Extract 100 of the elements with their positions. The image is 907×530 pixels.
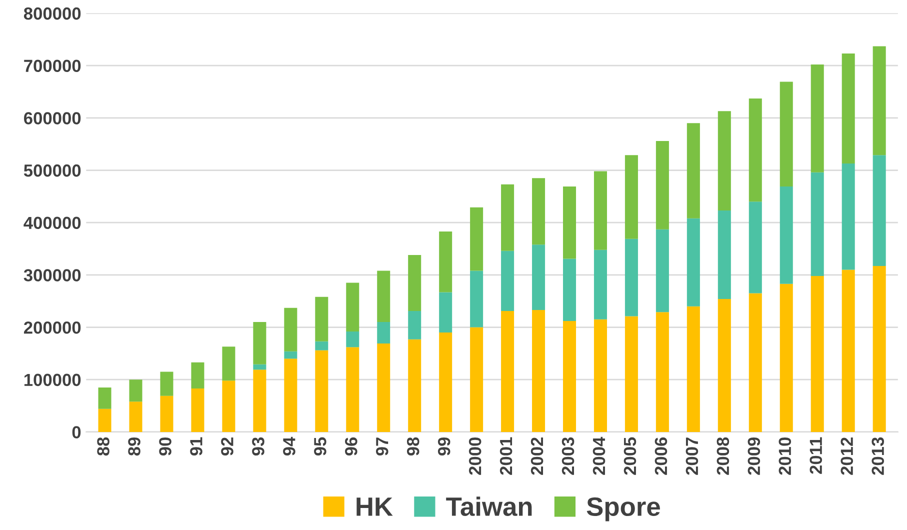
bar (780, 284, 793, 432)
bar (408, 311, 422, 340)
bar (780, 186, 793, 284)
bar (408, 339, 422, 432)
bar (439, 332, 452, 432)
y-tick-label: 700000 (24, 60, 81, 72)
bar (532, 244, 546, 310)
y-tick-label: 800000 (24, 7, 81, 20)
y-tick-label: 0 (72, 426, 81, 438)
bar (377, 322, 390, 344)
x-tick-label: 2008 (716, 437, 730, 475)
bar (98, 387, 112, 409)
bar (222, 346, 236, 381)
bar (780, 82, 793, 186)
bar (594, 171, 607, 250)
x-tick-label: 91 (190, 437, 202, 456)
x-tick-label: 2007 (686, 438, 698, 475)
y-tick-label: 300000 (24, 269, 81, 282)
y-tick-label: 600000 (24, 112, 81, 124)
bar (532, 310, 546, 432)
bar (253, 364, 266, 370)
bar (346, 331, 360, 348)
bar (98, 408, 112, 432)
bar (284, 358, 298, 432)
bar (501, 250, 514, 312)
y-tick-label: 500000 (24, 164, 81, 177)
bar (377, 270, 390, 322)
bar (284, 351, 298, 359)
bar (470, 270, 484, 328)
x-tick-label: 2000 (468, 438, 482, 475)
bar (253, 322, 266, 364)
x-tick-label: 94 (283, 436, 296, 456)
bar (470, 327, 484, 432)
bar (656, 312, 669, 432)
bar (222, 380, 236, 432)
bar (656, 140, 669, 230)
bar (160, 396, 174, 432)
bar (842, 270, 855, 432)
bar (748, 202, 762, 294)
x-tick-label: 96 (344, 437, 358, 456)
y-tick-label: 200000 (24, 321, 81, 334)
bar (315, 296, 328, 342)
bar (810, 276, 824, 432)
bar (315, 341, 328, 350)
bar (563, 320, 576, 432)
y-tick-label: 100000 (24, 374, 81, 386)
bar (253, 370, 266, 432)
x-tick-label: 92 (221, 438, 234, 456)
x-tick-label: 88 (97, 437, 110, 456)
bar (563, 258, 576, 321)
x-tick-label: 2011 (810, 437, 822, 474)
bar (718, 299, 731, 432)
bar (686, 306, 700, 432)
x-tick-label: 97 (376, 438, 388, 456)
bar (129, 380, 142, 402)
bar (624, 155, 638, 239)
x-tick-label: 2013 (872, 437, 884, 475)
x-tick-label: 2005 (624, 437, 636, 475)
bar (470, 207, 484, 271)
bar (748, 293, 762, 432)
bar (842, 54, 855, 164)
x-tick-label: 99 (438, 437, 450, 456)
x-tick-label: 2001 (500, 437, 512, 475)
bar (315, 350, 328, 432)
bar (408, 255, 422, 312)
bar (129, 402, 142, 432)
bar (872, 46, 886, 156)
bar (160, 372, 174, 396)
x-tick-label: 98 (406, 437, 420, 456)
x-tick-label: 2009 (748, 437, 760, 475)
x-tick-label: 90 (159, 438, 172, 456)
x-tick-label: 2012 (840, 438, 854, 475)
legend-label: Spore (586, 497, 660, 522)
bar (501, 311, 514, 432)
bar (191, 388, 204, 432)
bar (501, 184, 514, 251)
bar (872, 266, 886, 432)
x-tick-label: 2002 (530, 438, 544, 475)
x-tick-label: 2004 (592, 436, 606, 475)
x-tick-label: 2003 (562, 437, 574, 475)
bar (563, 186, 576, 259)
bar (872, 155, 886, 266)
bar (346, 282, 360, 332)
bar (532, 178, 546, 245)
x-tick-label: 95 (314, 437, 326, 456)
bar (842, 163, 855, 270)
bar (624, 238, 638, 316)
bar (594, 250, 607, 320)
bar (810, 172, 824, 276)
bar (718, 111, 731, 211)
x-tick-label: 93 (252, 437, 264, 456)
bar (191, 362, 204, 389)
bar (284, 308, 298, 352)
bar (748, 98, 762, 202)
bar (656, 229, 669, 312)
x-tick-label: 2006 (654, 437, 668, 475)
bar (718, 210, 731, 300)
bar (377, 344, 390, 432)
bar (439, 231, 452, 292)
x-tick-label: 89 (128, 437, 140, 456)
